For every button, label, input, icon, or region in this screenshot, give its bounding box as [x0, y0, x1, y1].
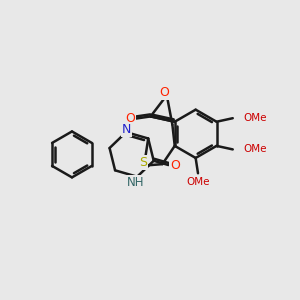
Text: N: N: [122, 123, 131, 136]
Text: OMe: OMe: [243, 144, 266, 154]
Text: NH: NH: [127, 176, 144, 188]
Text: OMe: OMe: [243, 113, 266, 123]
Text: O: O: [170, 158, 180, 172]
Text: O: O: [160, 86, 170, 99]
Text: O: O: [125, 112, 135, 125]
Text: S: S: [139, 156, 147, 169]
Text: OMe: OMe: [186, 176, 210, 187]
